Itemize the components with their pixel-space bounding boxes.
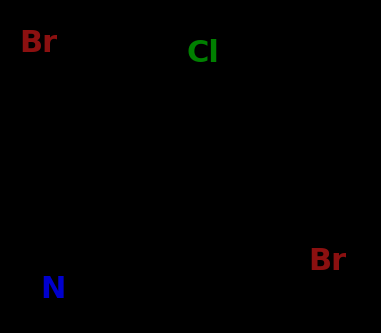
Text: Cl: Cl — [187, 39, 219, 68]
Text: N: N — [40, 275, 66, 304]
Text: Br: Br — [309, 247, 347, 276]
Text: Br: Br — [19, 29, 57, 58]
